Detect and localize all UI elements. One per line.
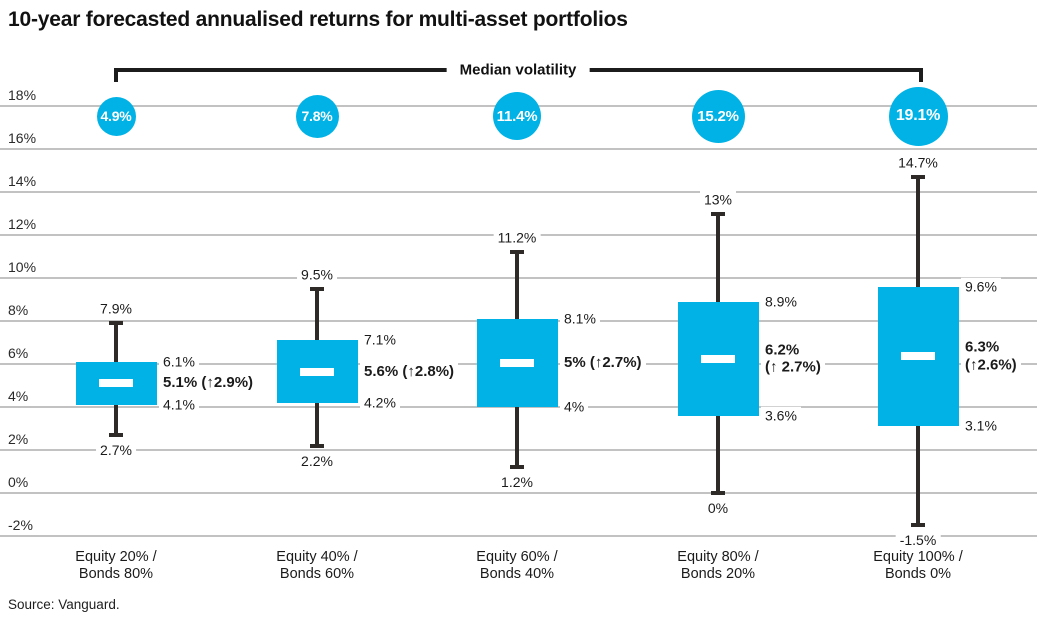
whisker-cap-top [911,174,925,179]
whisker-low-label: 2.2% [297,451,337,471]
median-value-label: 5.6% (↑2.8%) [360,361,459,382]
y-axis-tick-label: 6% [8,345,32,361]
box-high-label: 8.1% [560,309,600,329]
y-axis-tick-label: 18% [8,87,40,103]
y-axis-tick-label: 0% [8,474,32,490]
whisker-high-label: 14.7% [894,153,942,172]
category-label: Equity 20% / Bonds 80% [75,549,157,583]
bracket-right-tick-icon [919,68,923,82]
median-volatility-label: Median volatility [446,60,590,80]
whisker-cap-bottom [510,465,524,470]
median-volatility-circle: 7.8% [295,94,339,138]
whisker-cap-bottom [109,432,123,437]
category-label: Equity 40% / Bonds 60% [276,549,358,583]
whisker-low-label: -1.5% [895,531,941,550]
gridline [0,535,1037,537]
box-low-label: 3.6% [761,406,801,425]
chart-title: 10-year forecasted annualised returns fo… [8,8,628,31]
whisker-high-label: 11.2% [493,228,541,248]
box-high-label: 8.9% [761,292,801,311]
median-volatility-circle: 15.2% [691,89,745,143]
median-dash-icon [701,354,735,363]
median-dash-icon [901,352,935,361]
y-axis-tick-label: 2% [8,431,32,447]
whisker-cap-top [510,250,524,255]
whisker-high-label: 13% [699,189,737,209]
y-axis-tick-label: 12% [8,216,40,232]
y-axis-tick-label: 4% [8,388,32,404]
y-axis-tick-label: 10% [8,259,40,275]
box-high-label: 9.6% [961,277,1001,296]
whisker-cap-bottom [911,523,925,528]
median-volatility-circle: 19.1% [888,86,948,146]
whisker-cap-top [109,321,123,326]
median-value-label: 6.2% (↑ 2.7%) [761,339,825,378]
source-note: Source: Vanguard. [8,597,120,612]
whisker-high-label: 9.5% [297,265,337,284]
box-high-label: 7.1% [360,331,400,350]
median-value-label: 5.1% (↑2.9%) [159,373,258,394]
category-label: Equity 60% / Bonds 40% [476,549,558,583]
box-low-label: 4% [560,397,589,417]
box-low-label: 4.1% [159,395,199,415]
whisker-cap-top [711,211,725,216]
category-label: Equity 100% / Bonds 0% [873,549,963,583]
whisker-low-label: 0% [703,499,733,518]
whisker-cap-bottom [711,491,725,495]
whisker-low-label: 2.7% [96,440,136,460]
gridline [0,148,1037,150]
median-volatility-circle: 4.9% [96,96,136,136]
whisker-cap-bottom [310,443,324,448]
y-axis-tick-label: 16% [8,130,40,146]
y-axis-tick-label: 8% [8,302,32,318]
gridline [0,492,1037,494]
category-label: Equity 80% / Bonds 20% [677,549,759,583]
median-dash-icon [300,367,334,376]
median-dash-icon [500,358,534,367]
median-volatility-circle: 11.4% [493,92,541,140]
box-high-label: 6.1% [159,352,199,372]
y-axis-tick-label: 14% [8,173,40,189]
gridline [0,191,1037,193]
whisker-cap-top [310,286,324,291]
box-low-label: 3.1% [961,417,1001,436]
median-value-label: 5% (↑2.7%) [560,353,646,373]
median-dash-icon [99,379,133,388]
median-value-label: 6.3% (↑2.6%) [961,337,1021,376]
whisker-low-label: 1.2% [497,473,537,492]
bracket-left-tick-icon [114,68,118,82]
box-low-label: 4.2% [360,393,400,412]
whisker-high-label: 7.9% [96,299,136,319]
y-axis-tick-label: -2% [8,517,36,533]
